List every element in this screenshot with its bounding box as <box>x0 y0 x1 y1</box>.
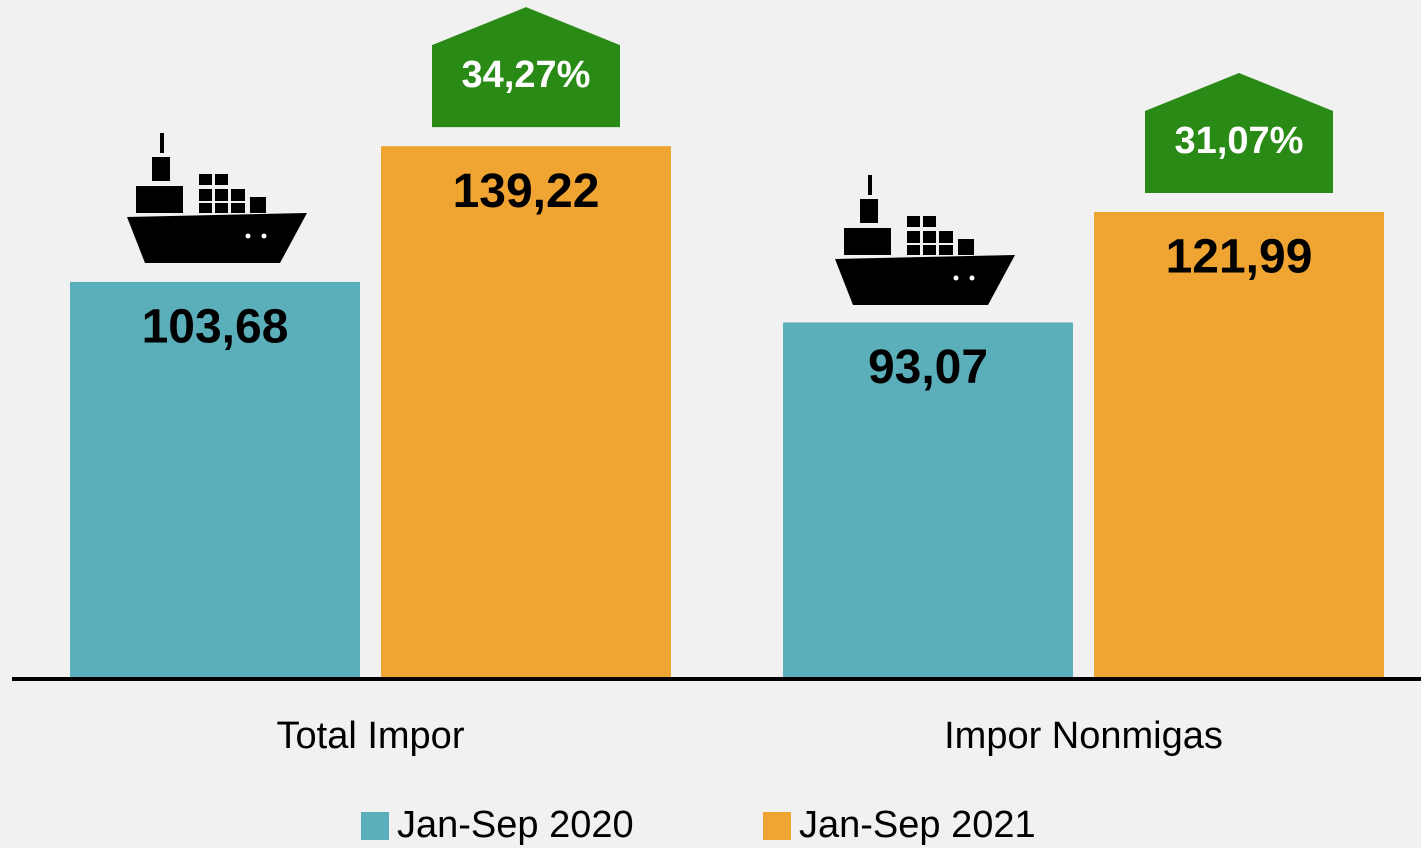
growth-badge <box>1145 72 1333 193</box>
growth-label: 31,07% <box>1175 120 1304 162</box>
bar <box>381 146 671 679</box>
value-label: 139,22 <box>453 165 600 218</box>
value-label: 103,68 <box>142 301 289 354</box>
legend-label: Jan-Sep 2021 <box>799 804 1036 846</box>
growth-label: 34,27% <box>462 54 591 96</box>
x-tick-label: Total Impor <box>277 715 465 757</box>
bar <box>70 281 360 678</box>
bar <box>783 322 1073 678</box>
ship-icon <box>835 175 1015 305</box>
legend-swatch <box>361 812 389 840</box>
value-label: 121,99 <box>1166 231 1313 284</box>
x-tick-label: Impor Nonmigas <box>944 715 1223 757</box>
value-label: 93,07 <box>868 341 988 394</box>
legend-swatch <box>763 812 791 840</box>
legend-label: Jan-Sep 2020 <box>397 804 634 846</box>
growth-badge <box>432 7 620 128</box>
ship-icon <box>127 133 307 263</box>
bar <box>1094 211 1384 678</box>
